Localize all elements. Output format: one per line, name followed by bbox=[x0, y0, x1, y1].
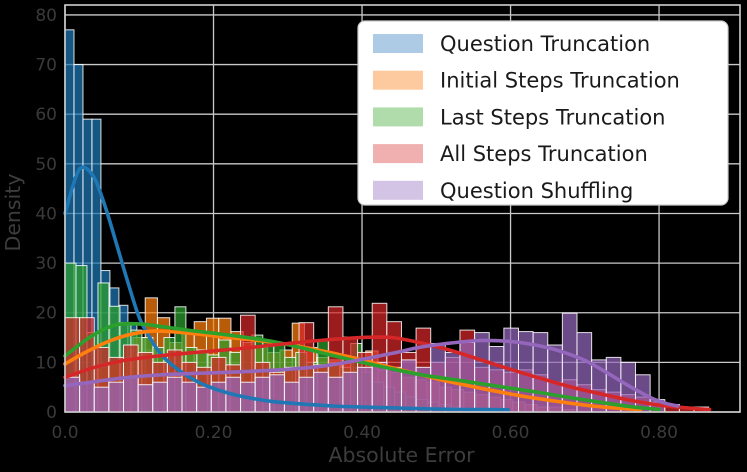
legend-item-question-truncation: Question Truncation bbox=[373, 32, 650, 56]
legend-label: Last Steps Truncation bbox=[440, 105, 665, 129]
y-tick-label: 10 bbox=[35, 353, 57, 373]
histogram-bar bbox=[152, 381, 168, 413]
y-tick-label: 30 bbox=[35, 254, 57, 274]
histogram-bar bbox=[386, 366, 402, 413]
histogram-bar bbox=[196, 386, 212, 413]
kde-line-last-steps-truncation bbox=[63, 321, 661, 412]
plot-border bbox=[64, 4, 741, 413]
legend-box bbox=[357, 20, 729, 206]
histogram-question-shuffling bbox=[64, 312, 666, 413]
kde-line-question-truncation bbox=[63, 165, 511, 412]
legend-label: All Steps Truncation bbox=[440, 142, 648, 166]
x-axis-label: Absolute Error bbox=[328, 443, 475, 467]
x-tick-label: 0.80 bbox=[640, 423, 678, 443]
histogram-bar bbox=[79, 381, 95, 413]
kde-line-question-shuffling bbox=[63, 338, 680, 408]
histogram-bar bbox=[283, 381, 300, 413]
histogram-bar bbox=[488, 345, 505, 413]
legend-label: Initial Steps Truncation bbox=[440, 69, 680, 93]
legend-item-last-steps-truncation: Last Steps Truncation bbox=[373, 105, 665, 129]
y-tick-label: 70 bbox=[35, 56, 57, 76]
x-tick-label: 0.0 bbox=[51, 423, 78, 443]
legend-swatch-question-shuffling bbox=[373, 180, 423, 200]
histogram-bar bbox=[269, 374, 285, 413]
histogram-bar bbox=[93, 386, 110, 413]
legend-label: Question Shuffling bbox=[440, 179, 633, 203]
legend-item-all-steps-truncation: All Steps Truncation bbox=[373, 142, 648, 166]
histogram-bar bbox=[371, 361, 388, 413]
legend-swatch-last-steps-truncation bbox=[373, 107, 423, 127]
x-tick-labels: 0.0 0.20 0.40 0.60 0.80 bbox=[51, 423, 678, 443]
y-tick-label: 60 bbox=[35, 105, 57, 125]
histogram-bar bbox=[166, 376, 183, 413]
y-tick-label: 50 bbox=[35, 155, 57, 175]
legend-swatch-all-steps-truncation bbox=[373, 144, 423, 164]
histogram-bar bbox=[123, 376, 139, 413]
kde-line-initial-steps-truncation bbox=[63, 329, 643, 412]
histogram-bar bbox=[137, 384, 154, 413]
histogram-bar bbox=[298, 376, 315, 413]
legend-item-initial-steps-truncation: Initial Steps Truncation bbox=[373, 69, 680, 93]
kde-line-all-steps-truncation bbox=[63, 335, 712, 412]
legend-label: Question Truncation bbox=[440, 32, 650, 56]
legend-item-question-shuffling: Question Shuffling bbox=[373, 179, 633, 203]
y-tick-label: 80 bbox=[35, 6, 57, 26]
y-tick-label: 40 bbox=[35, 204, 57, 224]
legend-swatch-question-truncation bbox=[373, 34, 423, 53]
legend-swatch-initial-steps-truncation bbox=[373, 70, 423, 90]
histogram-bar bbox=[108, 381, 125, 413]
y-tick-labels: 0 10 20 30 40 50 60 70 80 bbox=[35, 6, 57, 423]
legend: Question Truncation Initial Steps Truncat… bbox=[357, 20, 729, 206]
x-tick-label: 0.20 bbox=[195, 423, 233, 443]
y-tick-label: 20 bbox=[35, 304, 57, 324]
y-axis-label: Density bbox=[1, 174, 25, 252]
x-tick-label: 0.40 bbox=[343, 423, 381, 443]
histogram-bar bbox=[474, 332, 490, 413]
histogram-bar bbox=[181, 381, 198, 413]
histogram-bar bbox=[254, 376, 271, 413]
x-tick-label: 0.60 bbox=[492, 423, 530, 443]
histogram-bar bbox=[400, 359, 417, 413]
y-tick-label: 0 bbox=[46, 403, 57, 423]
